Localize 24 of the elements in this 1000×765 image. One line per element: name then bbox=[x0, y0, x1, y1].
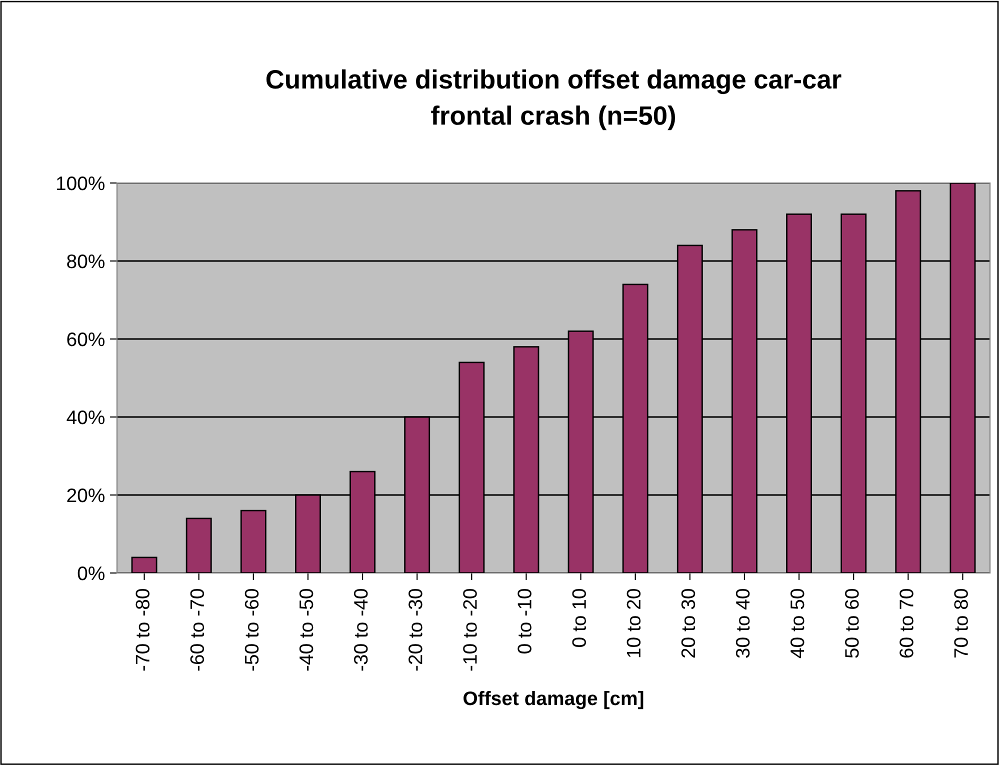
y-tick-label: 60% bbox=[67, 332, 105, 346]
y-tick-label: 20% bbox=[67, 488, 105, 502]
chart-title: Cumulative distribution offset damage car-car frontal crash (n=50) bbox=[266, 69, 842, 130]
x-tick-label: 40 to 50 bbox=[790, 589, 804, 658]
x-tick-label: -40 to -50 bbox=[299, 589, 314, 671]
y-tick-label: 0% bbox=[78, 566, 105, 580]
y-tick-label: 100% bbox=[56, 176, 105, 190]
x-tick-label: -70 to -80 bbox=[136, 589, 150, 671]
x-tick-label: -60 to -70 bbox=[190, 589, 204, 671]
x-tick-label: -20 to -30 bbox=[408, 589, 422, 671]
x-tick-label: 0 to 10 bbox=[572, 589, 586, 647]
x-tick-label: 50 to 60 bbox=[845, 589, 859, 658]
x-tick-label: 0 to -10 bbox=[518, 589, 532, 654]
y-tick-label: 80% bbox=[67, 254, 105, 268]
x-tick-label: -30 to -40 bbox=[354, 589, 368, 671]
x-tick-label: -10 to -20 bbox=[463, 589, 477, 671]
x-tick-label: 70 to 80 bbox=[954, 589, 968, 658]
x-tick-label: 30 to 40 bbox=[736, 589, 750, 658]
y-tick-label: 40% bbox=[66, 410, 105, 424]
x-tick-label: 10 to 20 bbox=[626, 589, 641, 658]
x-axis-title: Offset damage [cm] bbox=[464, 690, 644, 710]
x-tick-label: -50 to -60 bbox=[244, 589, 259, 671]
x-tick-label: 20 to 30 bbox=[681, 589, 696, 658]
x-tick-label: 60 to 70 bbox=[900, 589, 914, 658]
